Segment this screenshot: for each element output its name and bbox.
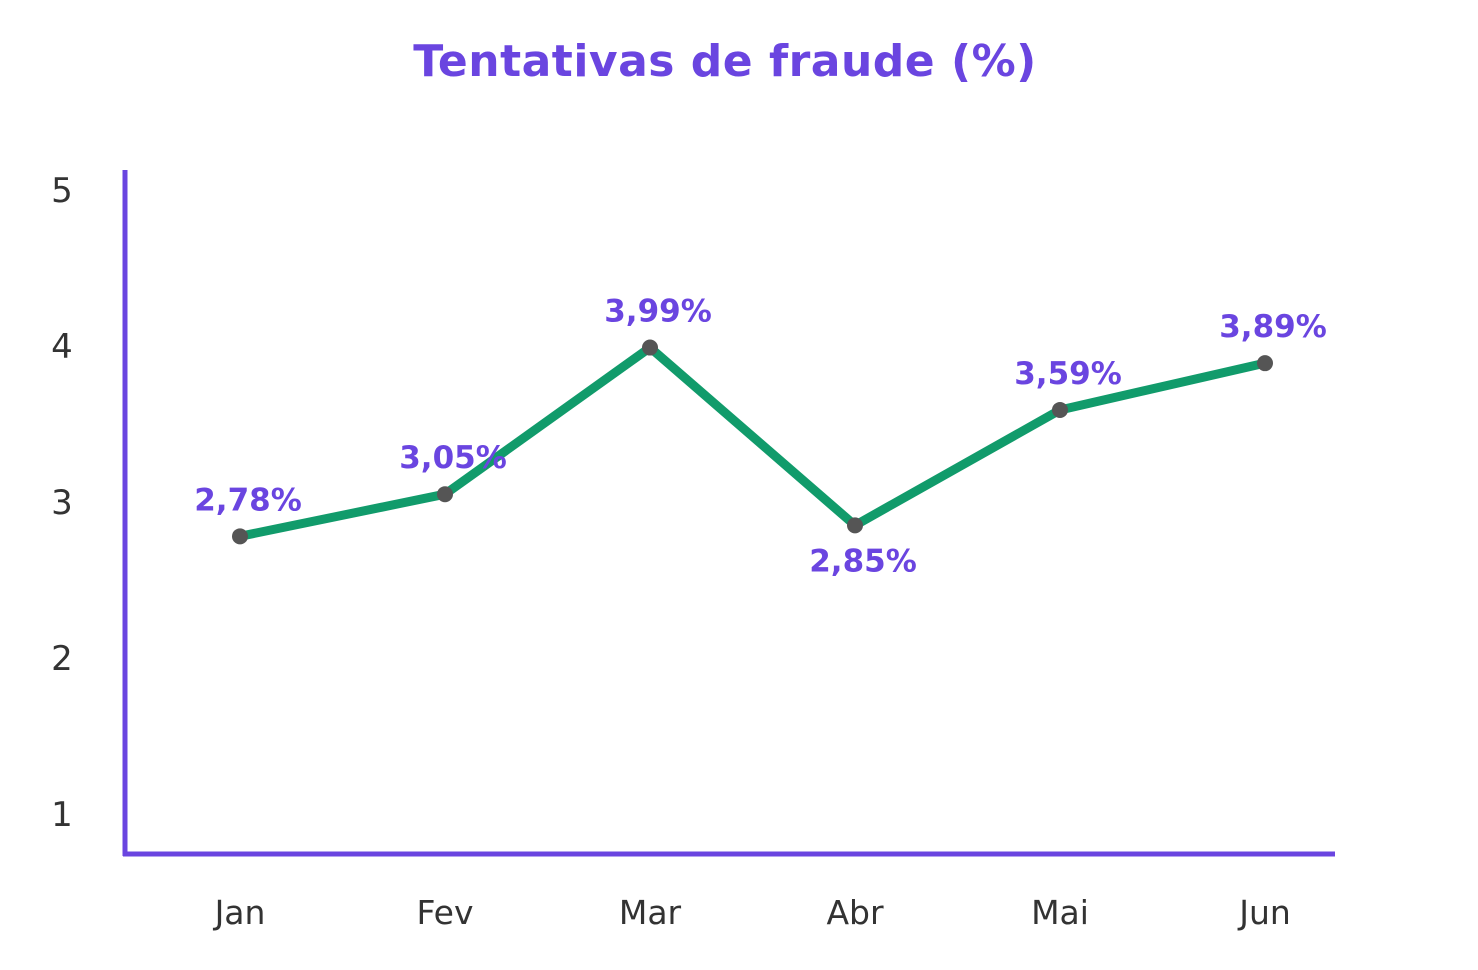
- y-tick-label: 1: [51, 795, 73, 835]
- data-point: [847, 517, 863, 534]
- x-tick-label: Fev: [416, 893, 473, 932]
- x-tick-label: Abr: [826, 893, 884, 932]
- series-group: [232, 339, 1273, 545]
- x-tick-label: Jun: [1237, 893, 1291, 932]
- series-line: [235, 343, 1270, 541]
- y-tick-label: 2: [51, 639, 73, 679]
- x-tick-label: Mai: [1031, 893, 1089, 932]
- chart-title: Tentativas de fraude (%): [413, 36, 1037, 87]
- y-tick-label: 5: [51, 171, 73, 211]
- y-tick-label: 3: [51, 483, 73, 523]
- y-tick-label: 4: [51, 327, 73, 367]
- data-point: [437, 486, 453, 503]
- data-label: 2,78%: [194, 482, 302, 518]
- data-point: [642, 339, 658, 356]
- x-axis-labels: Jan Fev Mar Abr Mai Jun: [213, 893, 1291, 932]
- data-point: [232, 528, 248, 545]
- data-label: 2,85%: [809, 543, 917, 579]
- x-tick-label: Jan: [213, 893, 266, 932]
- y-axis-ticks: 1 2 3 4 5: [51, 171, 73, 835]
- data-label: 3,05%: [399, 440, 507, 476]
- data-label: 3,89%: [1219, 309, 1327, 345]
- data-point: [1052, 401, 1068, 418]
- axes: [122, 170, 1335, 857]
- data-point: [1257, 355, 1273, 372]
- data-label: 3,59%: [1014, 356, 1122, 392]
- x-tick-label: Mar: [619, 893, 682, 932]
- data-labels: 2,78% 3,05% 3,99% 2,85% 3,59% 3,89%: [194, 294, 1327, 580]
- data-label: 3,99%: [604, 294, 712, 330]
